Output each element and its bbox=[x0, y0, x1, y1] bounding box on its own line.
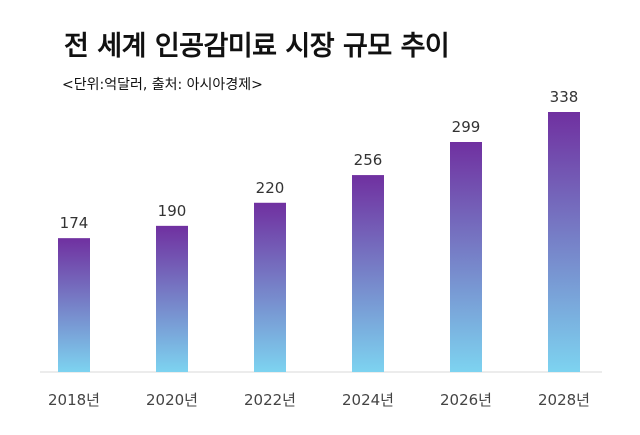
x-tick-label: 2026년 bbox=[440, 391, 492, 409]
x-tick-label: 2018년 bbox=[48, 391, 100, 409]
bar-2028년 bbox=[548, 112, 580, 372]
bar-2022년 bbox=[254, 202, 286, 372]
x-tick-label: 2028년 bbox=[538, 391, 590, 409]
bar-2024년 bbox=[352, 175, 384, 372]
value-label: 174 bbox=[60, 214, 89, 232]
value-labels-group: 174 190 220 256 299 338 bbox=[60, 88, 579, 232]
value-label: 256 bbox=[354, 151, 383, 169]
x-tick-label: 2022년 bbox=[244, 391, 296, 409]
value-label: 190 bbox=[158, 202, 187, 220]
x-tick-label: 2024년 bbox=[342, 391, 394, 409]
chart-title: 전 세계 인공감미료 시장 규모 추이 bbox=[64, 31, 450, 62]
value-label: 338 bbox=[550, 88, 579, 106]
x-tick-labels-group: 2018년 2020년 2022년 2024년 2026년 2028년 bbox=[48, 391, 590, 409]
bar-2020년 bbox=[156, 225, 188, 372]
x-tick-label: 2020년 bbox=[146, 391, 198, 409]
bars-group bbox=[58, 112, 580, 372]
chart-subtitle: <단위:억달러, 출처: 아시아경제> bbox=[62, 77, 263, 93]
value-label: 299 bbox=[452, 118, 481, 136]
bar-2026년 bbox=[450, 142, 482, 372]
bar-2018년 bbox=[58, 238, 90, 372]
value-label: 220 bbox=[256, 179, 285, 197]
